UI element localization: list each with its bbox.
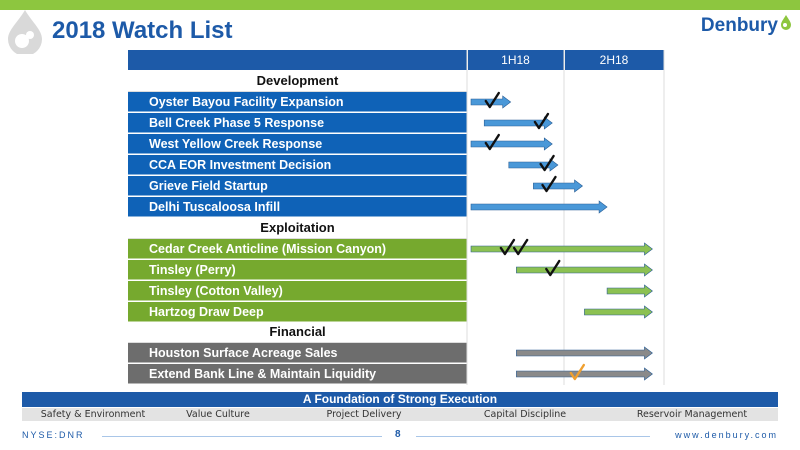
row-cedar-creek: Cedar Creek Anticline (Mission Canyon) <box>128 239 467 259</box>
timeline-arrow <box>516 346 653 360</box>
pillar-project-delivery: Project Delivery <box>326 409 402 420</box>
checkmark-icon <box>541 175 557 193</box>
row-tinsley-perry: Tinsley (Perry) <box>128 260 467 280</box>
pillar-reservoir-management: Reservoir Management <box>636 409 748 420</box>
checkmark-icon <box>569 363 586 381</box>
pillar-value-culture: Value Culture <box>186 409 250 420</box>
page-number: 8 <box>395 429 401 440</box>
footer-line-left <box>102 436 382 437</box>
checkmark-icon <box>484 133 500 151</box>
timeline-header <box>128 50 664 70</box>
brand-logo-text: Denbury <box>700 15 778 36</box>
checkmark-icon <box>533 112 550 130</box>
timeline-arrow <box>470 200 608 214</box>
timeline-arrow <box>470 95 512 109</box>
timeline-arrow <box>584 305 653 319</box>
checkmark-icon <box>539 154 555 172</box>
row-west-yellow-creek: West Yellow Creek Response <box>128 134 467 154</box>
pillar-capital-discipline: Capital Discipline <box>483 409 567 420</box>
period-1h18: 1H18 <box>501 53 530 67</box>
row-oyster-bayou: Oyster Bayou Facility Expansion <box>128 92 467 112</box>
row-houston-acreage: Houston Surface Acreage Sales <box>128 343 467 363</box>
row-delhi: Delhi Tuscaloosa Infill <box>128 197 467 217</box>
row-tinsley-cotton-valley: Tinsley (Cotton Valley) <box>128 281 467 301</box>
pillar-safety: Safety & Environment <box>40 409 146 420</box>
timeline-arrow <box>606 284 653 298</box>
timeline-arrow <box>516 263 653 277</box>
brand-drop-icon <box>781 15 791 30</box>
checkmark-icon <box>512 238 529 256</box>
top-accent-bar <box>0 0 800 10</box>
row-cca-eor: CCA EOR Investment Decision <box>128 155 467 175</box>
section-financial: Financial <box>128 322 467 343</box>
timeline-arrow <box>470 137 553 151</box>
section-development: Development <box>128 71 467 92</box>
page-title: 2018 Watch List <box>52 17 233 44</box>
timeline-arrow <box>533 179 584 193</box>
timeline-arrow <box>470 242 653 256</box>
section-exploitation: Exploitation <box>128 218 467 239</box>
footer-ticker: NYSE:DNR <box>22 430 85 440</box>
row-bell-creek: Bell Creek Phase 5 Response <box>128 113 467 133</box>
checkmark-icon <box>484 91 500 109</box>
row-hartzog: Hartzog Draw Deep <box>128 302 467 322</box>
foundation-banner: A Foundation of Strong Execution <box>22 392 778 407</box>
period-2h18: 2H18 <box>599 53 629 67</box>
footer-line-right <box>416 436 650 437</box>
timeline-arrow <box>516 367 653 381</box>
footer-website: www.denbury.com <box>675 430 778 440</box>
pillars-bar <box>22 408 778 421</box>
checkmark-icon <box>499 238 516 256</box>
row-grieve: Grieve Field Startup <box>128 176 467 196</box>
row-bank-line: Extend Bank Line & Maintain Liquidity <box>128 364 467 384</box>
checkmark-icon <box>545 259 561 277</box>
water-drop-icon <box>8 10 42 54</box>
